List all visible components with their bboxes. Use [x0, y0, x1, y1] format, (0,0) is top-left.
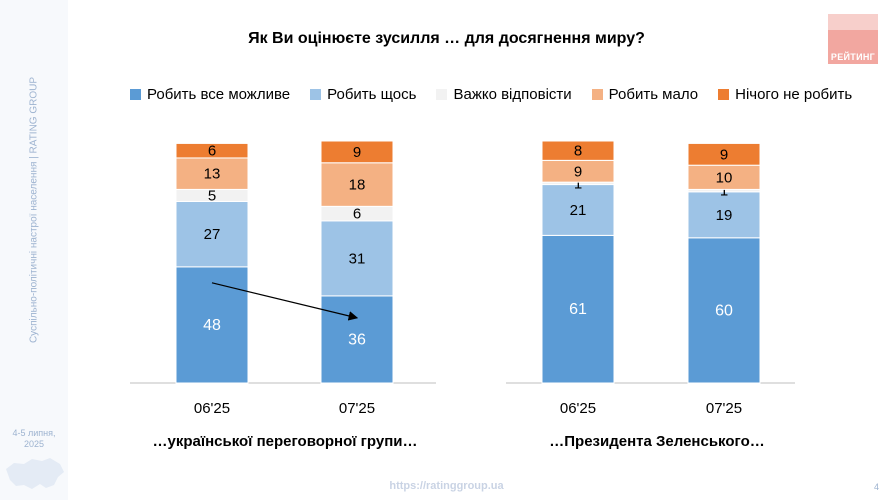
- footer-url[interactable]: https://ratinggroup.ua: [389, 480, 504, 492]
- survey-date: 4-5 липня, 2025: [0, 428, 68, 450]
- data-label: 31: [349, 250, 366, 267]
- category-label: 07'25: [706, 400, 742, 417]
- legend-item-all-possible: Робить все можливе: [130, 86, 290, 103]
- data-label: 18: [349, 177, 366, 194]
- data-label: 9: [720, 146, 728, 163]
- data-label: 36: [348, 331, 366, 348]
- data-label: 9: [574, 163, 582, 180]
- legend-label: Важко відповісти: [453, 86, 572, 103]
- data-label: 21: [570, 202, 587, 219]
- bar-segment: [175, 157, 249, 190]
- legend-swatch: [718, 89, 730, 100]
- trend-arrow: [211, 282, 359, 321]
- legend-swatch: [436, 89, 448, 100]
- data-label: 27: [204, 226, 221, 243]
- legend-item-nothing: Нічого не робить: [718, 86, 852, 103]
- category-label: 06'25: [194, 400, 230, 417]
- group-label: …української переговорної групи…: [153, 433, 418, 450]
- chart-legend: Робить все можливе Робить щось Важко від…: [130, 86, 852, 103]
- legend-swatch: [130, 89, 141, 100]
- bar-segment: [175, 266, 249, 384]
- data-label: 9: [353, 144, 361, 161]
- data-label: 6: [353, 206, 361, 223]
- data-label: 48: [203, 317, 221, 334]
- data-label: 1: [574, 175, 582, 192]
- bar-segment: [687, 142, 761, 166]
- ukraine-map-icon: [6, 458, 64, 489]
- legend-item-little: Робить мало: [591, 86, 699, 103]
- data-label: 60: [715, 302, 733, 319]
- bar-segment: [687, 191, 761, 239]
- data-label: 13: [204, 166, 221, 183]
- bar-segment: [320, 140, 394, 164]
- bar-segment: [320, 220, 394, 297]
- legend-label: Робить мало: [608, 86, 699, 103]
- legend-swatch: [591, 89, 603, 100]
- data-label: 1: [720, 183, 728, 200]
- rating-logo: РЕЙТИНГ: [828, 14, 878, 64]
- data-label: 6: [208, 143, 216, 160]
- survey-date-line2: 2025: [23, 439, 45, 449]
- data-label: 61: [569, 301, 587, 318]
- legend-item-something: Робить щось: [310, 86, 416, 103]
- data-label: 19: [716, 207, 733, 224]
- bar-segment: [541, 140, 615, 161]
- category-label: 07'25: [339, 400, 375, 417]
- bar-segment: [687, 164, 761, 190]
- data-label: 10: [716, 169, 733, 186]
- legend-label: Нічого не робить: [735, 86, 853, 103]
- legend-item-hard-to-say: Важко відповісти: [436, 86, 572, 103]
- bar-segment: [541, 234, 615, 384]
- bar-segment: [687, 237, 761, 384]
- chart-title: Як Ви оцінюєте зусилля … для досягнення …: [248, 30, 645, 47]
- bar-segment: [175, 201, 249, 268]
- bar-segment: [175, 142, 249, 159]
- survey-date-line1: 4-5 липня,: [12, 428, 56, 438]
- page-number: 4: [873, 482, 879, 492]
- rating-logo-text: РЕЙТИНГ: [830, 52, 876, 62]
- data-label: 5: [208, 187, 216, 204]
- legend-label: Робить щось: [327, 86, 417, 103]
- legend-label: Робить все можливе: [147, 86, 291, 103]
- category-label: 06'25: [560, 400, 596, 417]
- data-label: 8: [574, 143, 582, 160]
- group-label: …Президента Зеленського…: [549, 433, 764, 450]
- sidebar: Суспільно-політичні настрої населення | …: [0, 0, 68, 500]
- legend-swatch: [310, 89, 322, 100]
